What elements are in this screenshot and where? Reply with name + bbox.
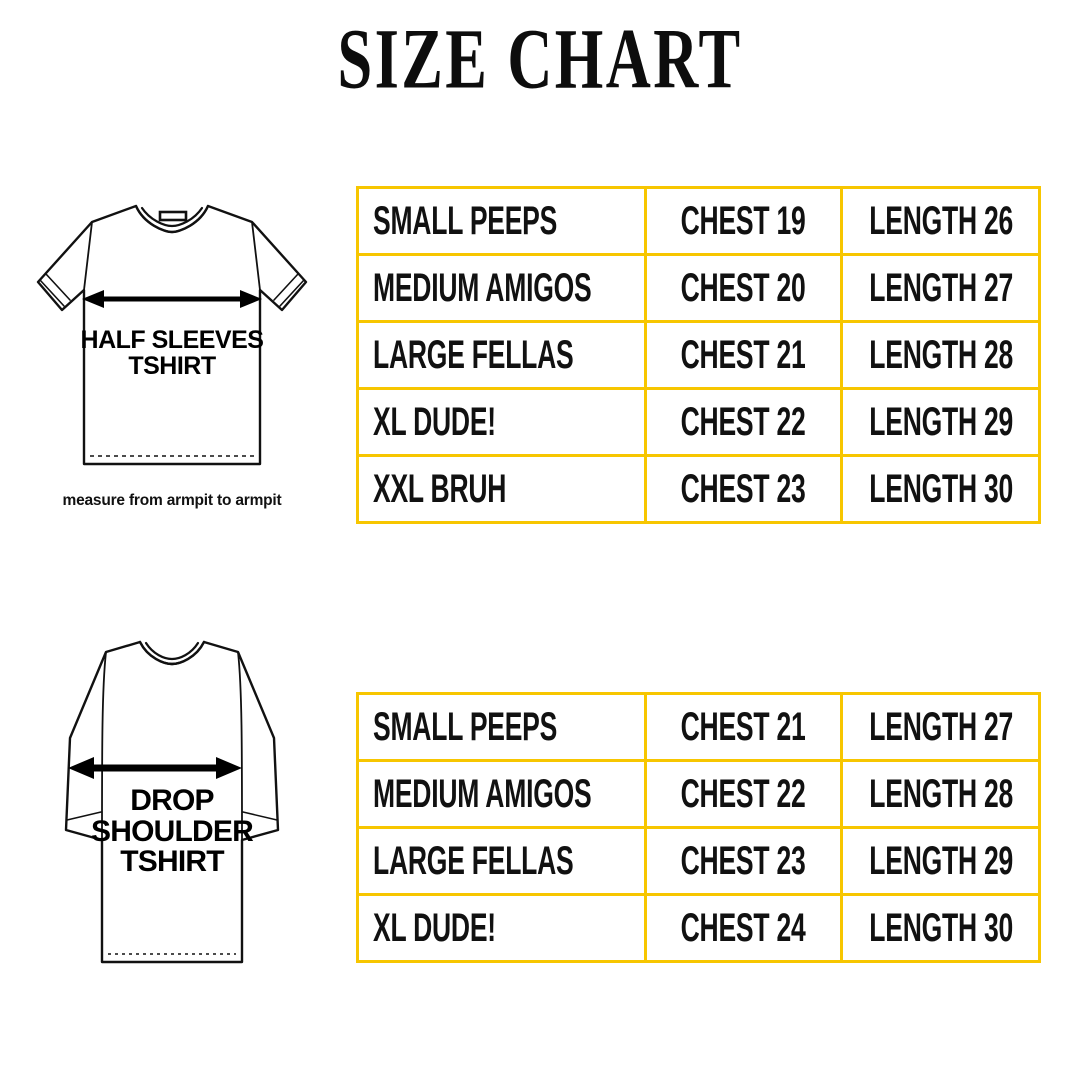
cell-size: MEDIUM AMIGOS [356,759,647,829]
half-sleeves-tshirt-label: HALF SLEEVES TSHIRT [14,326,330,380]
cell-length: LENGTH 28 [840,320,1041,390]
cell-length: LENGTH 30 [840,893,1041,963]
cell-length: LENGTH 27 [840,253,1041,323]
right-sleeve-hem-line-2 [273,273,299,301]
cell-size: SMALL PEEPS [356,692,647,762]
cell-size: SMALL PEEPS [356,186,647,256]
cell-length: LENGTH 30 [840,454,1041,524]
cell-chest: CHEST 21 [644,692,843,762]
half-sleeves-label-line1: HALF SLEEVES [80,326,264,354]
cell-chest: CHEST 22 [644,759,843,829]
cell-size: MEDIUM AMIGOS [356,253,647,323]
cell-chest: CHEST 22 [644,387,843,457]
page-title: SIZE CHART [337,10,743,107]
cell-size: XL DUDE! [356,893,647,963]
drop-shoulder-tshirt-illustration: DROP SHOULDER TSHIRT [6,618,338,980]
left-armhole-seam [83,221,93,291]
table-row[interactable]: LARGE FELLAS CHEST 21 LENGTH 28 [356,320,1041,390]
arrow-head-right [216,757,242,779]
table-row[interactable]: MEDIUM AMIGOS CHEST 20 LENGTH 27 [356,253,1041,323]
cell-length: LENGTH 29 [840,826,1041,896]
neck-label-tag [158,210,188,222]
right-drop-shoulder-seam [237,651,243,841]
left-sleeve-hem-line [39,279,65,307]
arrow-head-right [240,290,262,308]
table-row[interactable]: MEDIUM AMIGOS CHEST 22 LENGTH 28 [356,759,1041,829]
drop-shoulder-tshirt-svg [64,640,280,964]
cell-chest: CHEST 23 [644,454,843,524]
table-row[interactable]: XL DUDE! CHEST 24 LENGTH 30 [356,893,1041,963]
cell-size: LARGE FELLAS [356,320,647,390]
cell-length: LENGTH 26 [840,186,1041,256]
cell-length: LENGTH 27 [840,692,1041,762]
cell-chest: CHEST 23 [644,826,843,896]
half-sleeves-tshirt-illustration: HALF SLEEVES TSHIRT measure from armpit … [14,186,330,516]
left-drop-shoulder-seam [101,651,107,841]
cell-length: LENGTH 28 [840,759,1041,829]
cell-size: LARGE FELLAS [356,826,647,896]
arrow-head-left [82,290,104,308]
collar-outer-ring [134,204,210,234]
collar-inner-ring [144,641,200,661]
cell-length: LENGTH 29 [840,387,1041,457]
drop-shoulder-label-line2: SHOULDER [91,814,254,848]
table-row[interactable]: XL DUDE! CHEST 22 LENGTH 29 [356,387,1041,457]
right-sleeve-hem-line [242,811,278,821]
collar-outer-ring [138,640,206,666]
arrow-head-left [68,757,94,779]
measure-instruction-caption: measure from armpit to armpit [62,492,282,509]
drop-shoulder-tshirt-label: DROP SHOULDER TSHIRT [6,784,338,879]
table-row[interactable]: XXL BRUH CHEST 23 LENGTH 30 [356,454,1041,524]
drop-shoulder-label-line1: DROP [130,784,214,817]
table-row[interactable]: SMALL PEEPS CHEST 21 LENGTH 27 [356,692,1041,762]
right-armhole-seam [251,221,261,291]
cell-chest: CHEST 21 [644,320,843,390]
right-sleeve-hem-line [279,279,305,307]
half-sleeves-label-line2: TSHIRT [128,351,216,380]
cell-chest: CHEST 19 [644,186,843,256]
cell-chest: CHEST 24 [644,893,843,963]
cell-size: XXL BRUH [356,454,647,524]
half-sleeves-tshirt-svg [36,204,308,466]
table-row[interactable]: LARGE FELLAS CHEST 23 LENGTH 29 [356,826,1041,896]
table-row[interactable]: SMALL PEEPS CHEST 19 LENGTH 26 [356,186,1041,256]
cell-size: XL DUDE! [356,387,647,457]
collar-inner-ring [140,206,204,228]
half-sleeves-size-table: SMALL PEEPS CHEST 19 LENGTH 26 MEDIUM AM… [356,186,1041,524]
cell-chest: CHEST 20 [644,253,843,323]
left-sleeve-hem-line [66,811,102,821]
drop-shoulder-label-line3: TSHIRT [120,845,224,879]
left-sleeve-hem-line-2 [45,273,71,301]
drop-shoulder-size-table: SMALL PEEPS CHEST 21 LENGTH 27 MEDIUM AM… [356,692,1041,963]
